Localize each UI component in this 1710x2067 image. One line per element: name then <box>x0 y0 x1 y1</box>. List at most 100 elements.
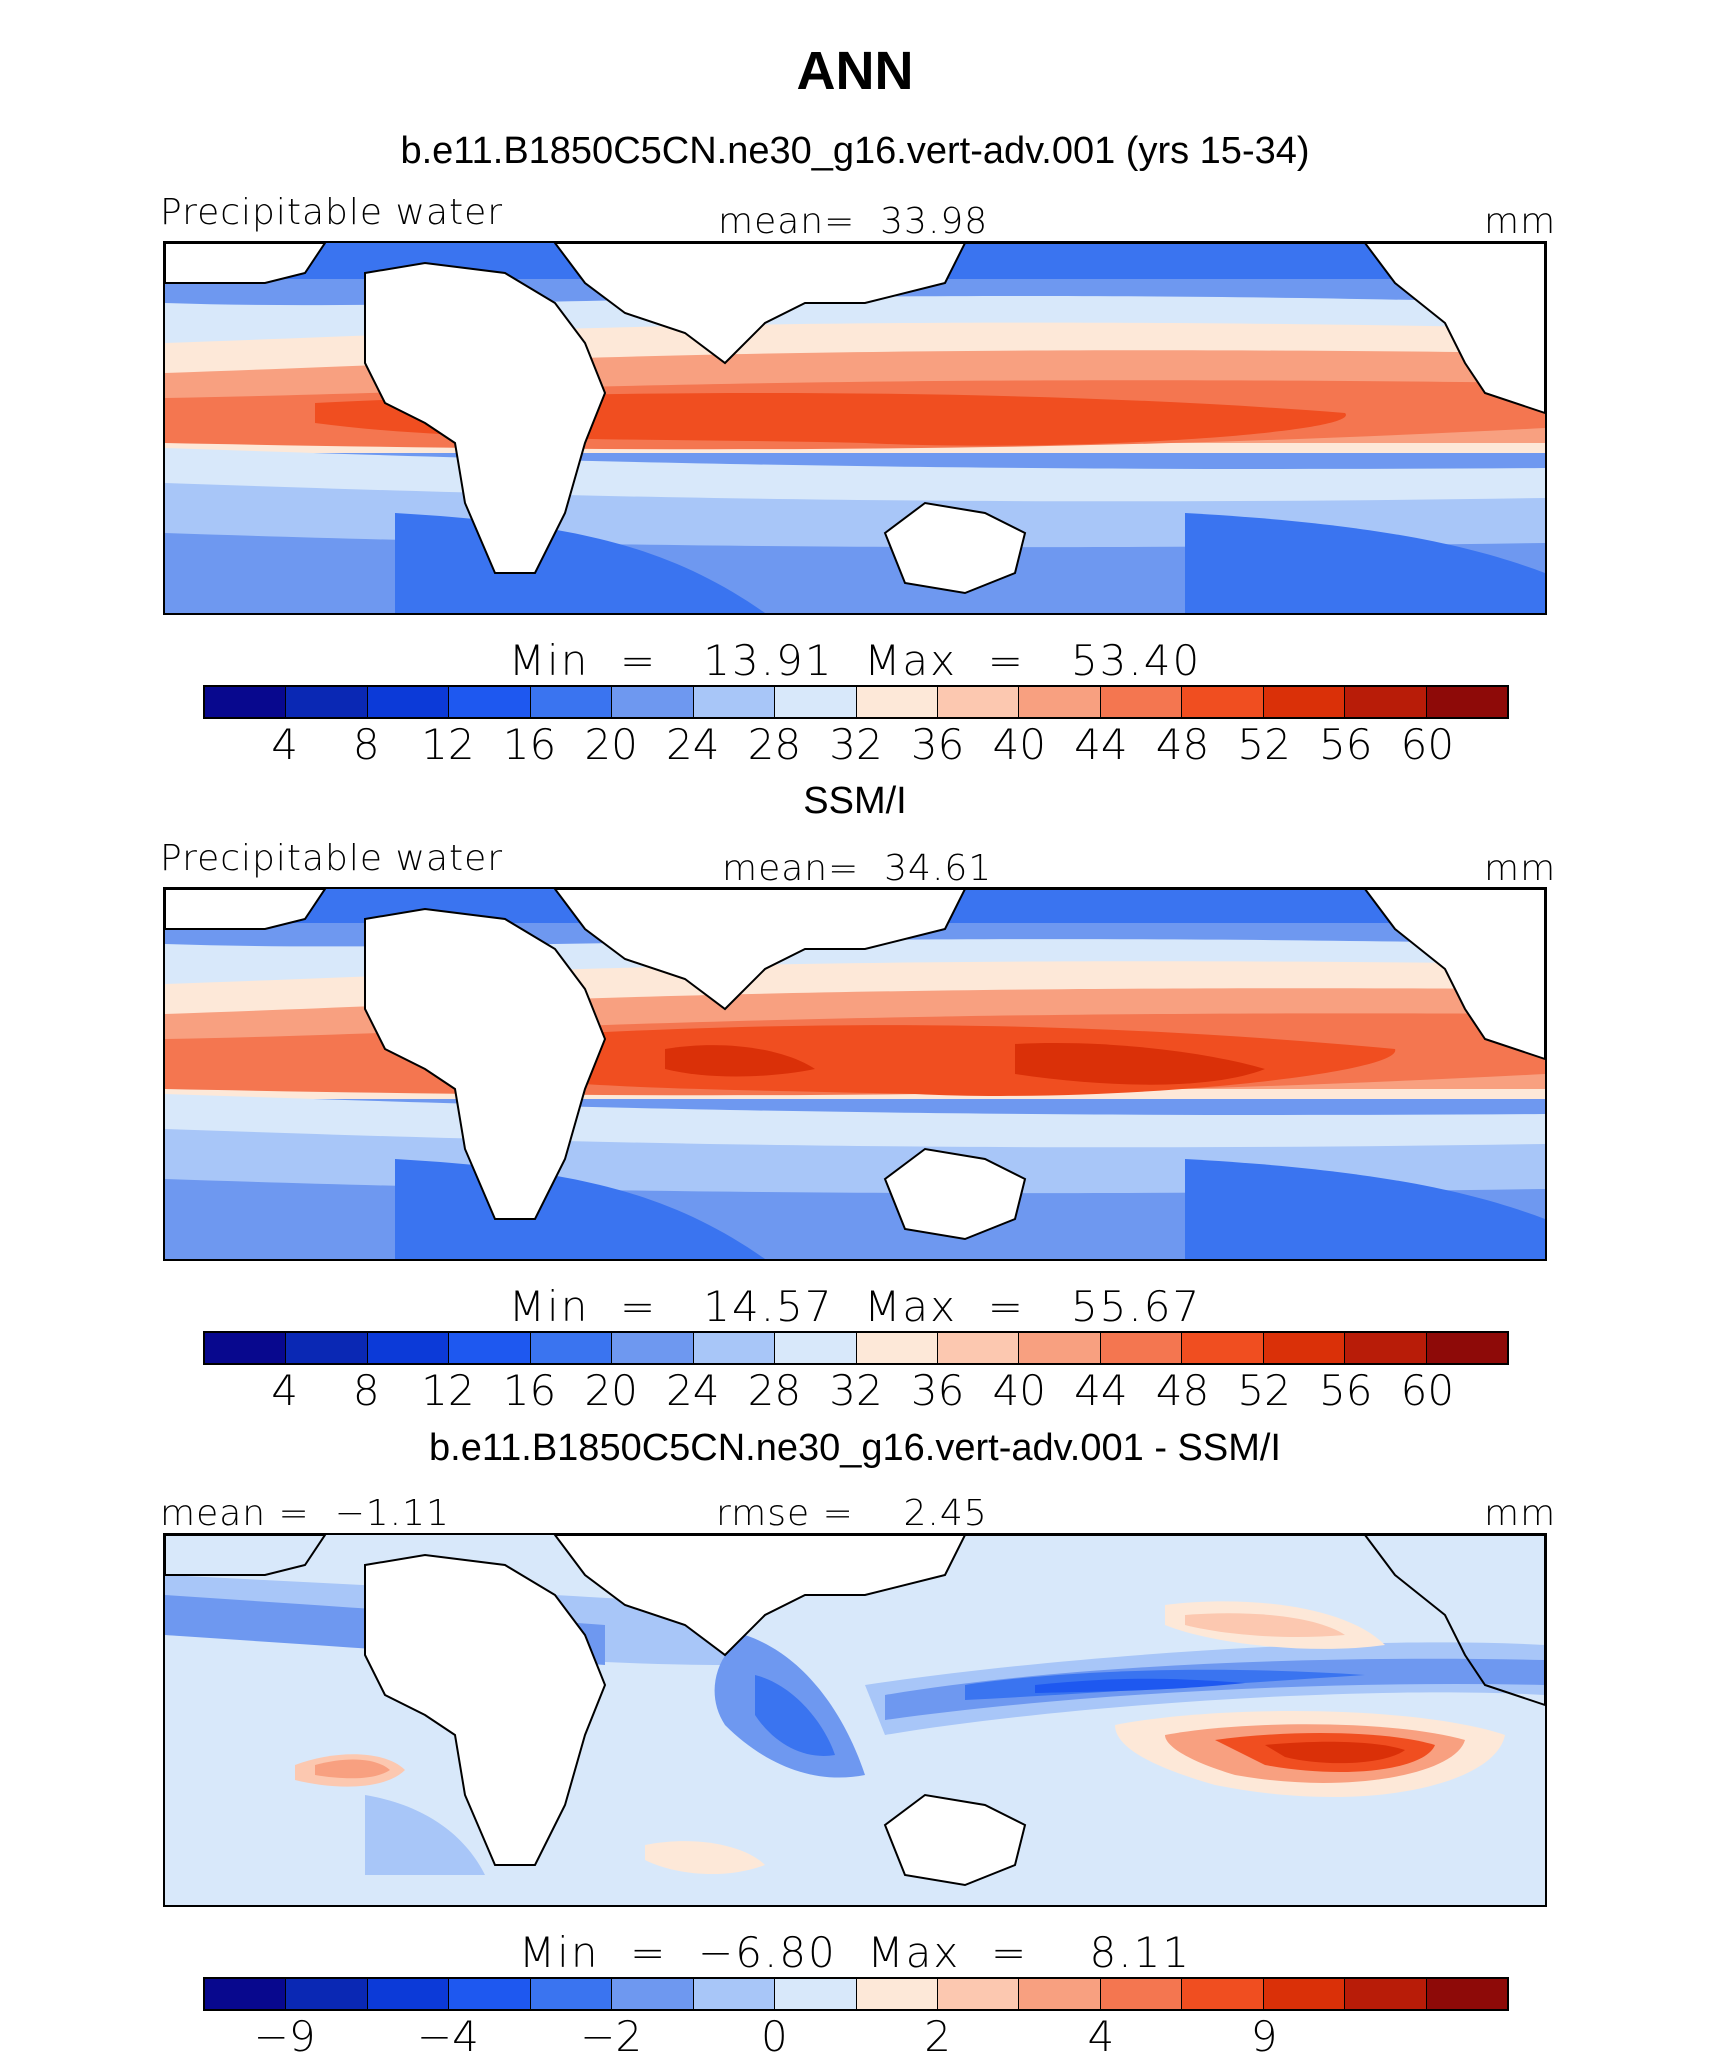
panel-1-colorbar-swatch-10 <box>1019 687 1101 717</box>
panel-2-tick-label: 60 <box>1400 1366 1455 1415</box>
panel-3-colorbar-swatch-13 <box>1263 1979 1346 2009</box>
panel-3-tick-label: 4 <box>1087 2012 1115 2061</box>
panel-1-colorbar-swatch-3 <box>449 687 531 717</box>
panel-3-tick-label: −2 <box>580 2012 643 2061</box>
panel-1-map <box>163 241 1547 615</box>
panel-1-colorbar-swatch-14 <box>1345 687 1427 717</box>
panel-2-colorbar-swatch-9 <box>937 1333 1020 1363</box>
panel-1-colorbar-swatch-7 <box>775 687 857 717</box>
panel-3-tick-label: −4 <box>416 2012 479 2061</box>
panel-2-colorbar-swatch-7 <box>775 1333 857 1363</box>
panel-2-tick-label: 44 <box>1074 1366 1128 1415</box>
panel-1-colorbar-swatch-8 <box>856 687 938 717</box>
panel-3-colorbar-swatch-2 <box>367 1979 450 2009</box>
panel-1-ticks: 4 8 12 16 20 24 28 32 36 40 44 48 52 56 60 <box>203 720 1509 769</box>
panel-1-tick-label: 52 <box>1237 720 1291 769</box>
panel-1-mean: mean= 33.98 <box>718 201 989 242</box>
panel-1-colorbar-swatch-15 <box>1426 687 1507 717</box>
panel-2-tick-label: 8 <box>352 1366 380 1415</box>
panel-3-colorbar-swatch-4 <box>530 1979 613 2009</box>
panel-3-map <box>163 1533 1547 1907</box>
panel-3-colorbar-swatch-14 <box>1345 1979 1427 2009</box>
panel-2-colorbar <box>203 1331 1509 1365</box>
panel-2-map <box>163 887 1547 1261</box>
panel-1-tick-label: 8 <box>352 720 380 769</box>
panel-1-tick-label: 44 <box>1074 720 1128 769</box>
panel-2-colorbar-swatch-5 <box>612 1333 694 1363</box>
main-title: ANN <box>796 41 914 101</box>
panel-3-colorbar-swatch-5 <box>612 1979 694 2009</box>
panel-3-colorbar-swatch-6 <box>693 1979 776 2009</box>
panel-1-tick-label: 36 <box>910 720 965 769</box>
panel-2-tick-label: 56 <box>1319 1366 1373 1415</box>
panel-1-tick-label: 28 <box>747 720 802 769</box>
panel-2-colorbar-swatch-6 <box>693 1333 776 1363</box>
panel-3-colorbar-swatch-9 <box>937 1979 1020 2009</box>
panel-3-title: b.e11.B1850C5CN.ne30_g16.vert-adv.001 - … <box>429 1427 1281 1469</box>
panel-3-ticks: −9 −4 −2 0 2 4 9 <box>203 2012 1509 2061</box>
panel-2-colorbar-swatch-10 <box>1019 1333 1101 1363</box>
panel-2-colorbar-swatch-2 <box>367 1333 450 1363</box>
panel-1-colorbar <box>203 685 1509 719</box>
panel-1-variable: Precipitable water <box>160 192 504 233</box>
panel-3-mean: mean = −1.11 <box>160 1493 450 1534</box>
panel-1-colorbar-swatch-12 <box>1182 687 1264 717</box>
panel-2-tick-label: 48 <box>1155 1366 1210 1415</box>
panel-3-tick-label: −9 <box>253 2012 316 2061</box>
panel-2-colorbar-swatch-4 <box>530 1333 613 1363</box>
panel-2-colorbar-swatch-15 <box>1426 1333 1507 1363</box>
panel-3-colorbar-swatch-10 <box>1019 1979 1101 2009</box>
panel-1-colorbar-swatch-11 <box>1100 687 1183 717</box>
panel-1-tick-label: 60 <box>1400 720 1455 769</box>
panel-3-colorbar-swatch-0 <box>205 1979 287 2009</box>
panel-1-tick-label: 48 <box>1155 720 1210 769</box>
panel-2-colorbar-swatch-8 <box>856 1333 938 1363</box>
panel-2-variable: Precipitable water <box>160 838 504 879</box>
panel-2-tick-label: 16 <box>502 1366 557 1415</box>
panel-2-colorbar-swatch-13 <box>1263 1333 1346 1363</box>
panel-1-tick-label: 12 <box>421 720 475 769</box>
panel-3-colorbar-swatch-7 <box>775 1979 857 2009</box>
panel-2-mean: mean= 34.61 <box>722 848 993 889</box>
panel-1-tick-label: 24 <box>666 720 720 769</box>
panel-3-rmse: rmse = 2.45 <box>716 1493 988 1534</box>
panel-2-land <box>165 889 1545 1241</box>
panel-1-land <box>165 243 1545 595</box>
panel-1-tick-label: 4 <box>271 720 298 769</box>
panel-1-colorbar-swatch-9 <box>937 687 1020 717</box>
panel-1-colorbar-swatch-13 <box>1263 687 1346 717</box>
panel-2-colorbar-swatch-0 <box>205 1333 287 1363</box>
panel-1-tick-label: 56 <box>1319 720 1373 769</box>
panel-2-tick-label: 36 <box>910 1366 965 1415</box>
panel-2-colorbar-swatch-3 <box>449 1333 531 1363</box>
panel-3-colorbar-swatch-12 <box>1182 1979 1264 2009</box>
panel-3-land <box>165 1535 1545 1887</box>
panel-2-tick-label: 20 <box>584 1366 638 1415</box>
panel-1-tick-label: 32 <box>829 720 883 769</box>
panel-1-colorbar-swatch-5 <box>612 687 694 717</box>
panel-1-colorbar-swatch-1 <box>286 687 368 717</box>
panel-2-tick-label: 40 <box>992 1366 1046 1415</box>
panel-2-colorbar-swatch-14 <box>1345 1333 1427 1363</box>
panel-2-tick-label: 32 <box>829 1366 883 1415</box>
panel-2-title: SSM/I <box>803 780 907 822</box>
panel-2-units: mm <box>1484 848 1557 889</box>
panel-1-tick-label: 20 <box>584 720 638 769</box>
panel-3-colorbar-swatch-11 <box>1100 1979 1183 2009</box>
panel-1-colorbar-swatch-0 <box>205 687 287 717</box>
panel-3-colorbar-swatch-15 <box>1426 1979 1507 2009</box>
panel-3-colorbar <box>203 1977 1509 2011</box>
panel-3-tick-label: 0 <box>761 2012 788 2061</box>
panel-1-colorbar-swatch-4 <box>530 687 613 717</box>
panel-2-ticks: 4 8 12 16 20 24 28 32 36 40 44 48 52 56 60 <box>203 1366 1509 1415</box>
panel-2-tick-label: 12 <box>421 1366 475 1415</box>
panel-2-tick-label: 28 <box>747 1366 802 1415</box>
panel-3-colorbar-swatch-8 <box>856 1979 938 2009</box>
panel-2-tick-label: 52 <box>1237 1366 1291 1415</box>
panel-2-colorbar-swatch-11 <box>1100 1333 1183 1363</box>
panel-3-minmax: Min = −6.80 Max = 8.11 <box>518 1928 1192 1977</box>
panel-2-tick-label: 4 <box>271 1366 298 1415</box>
panel-3-colorbar-swatch-3 <box>449 1979 531 2009</box>
panel-2-tick-label: 24 <box>666 1366 720 1415</box>
panel-3-tick-label: 9 <box>1250 2012 1278 2061</box>
